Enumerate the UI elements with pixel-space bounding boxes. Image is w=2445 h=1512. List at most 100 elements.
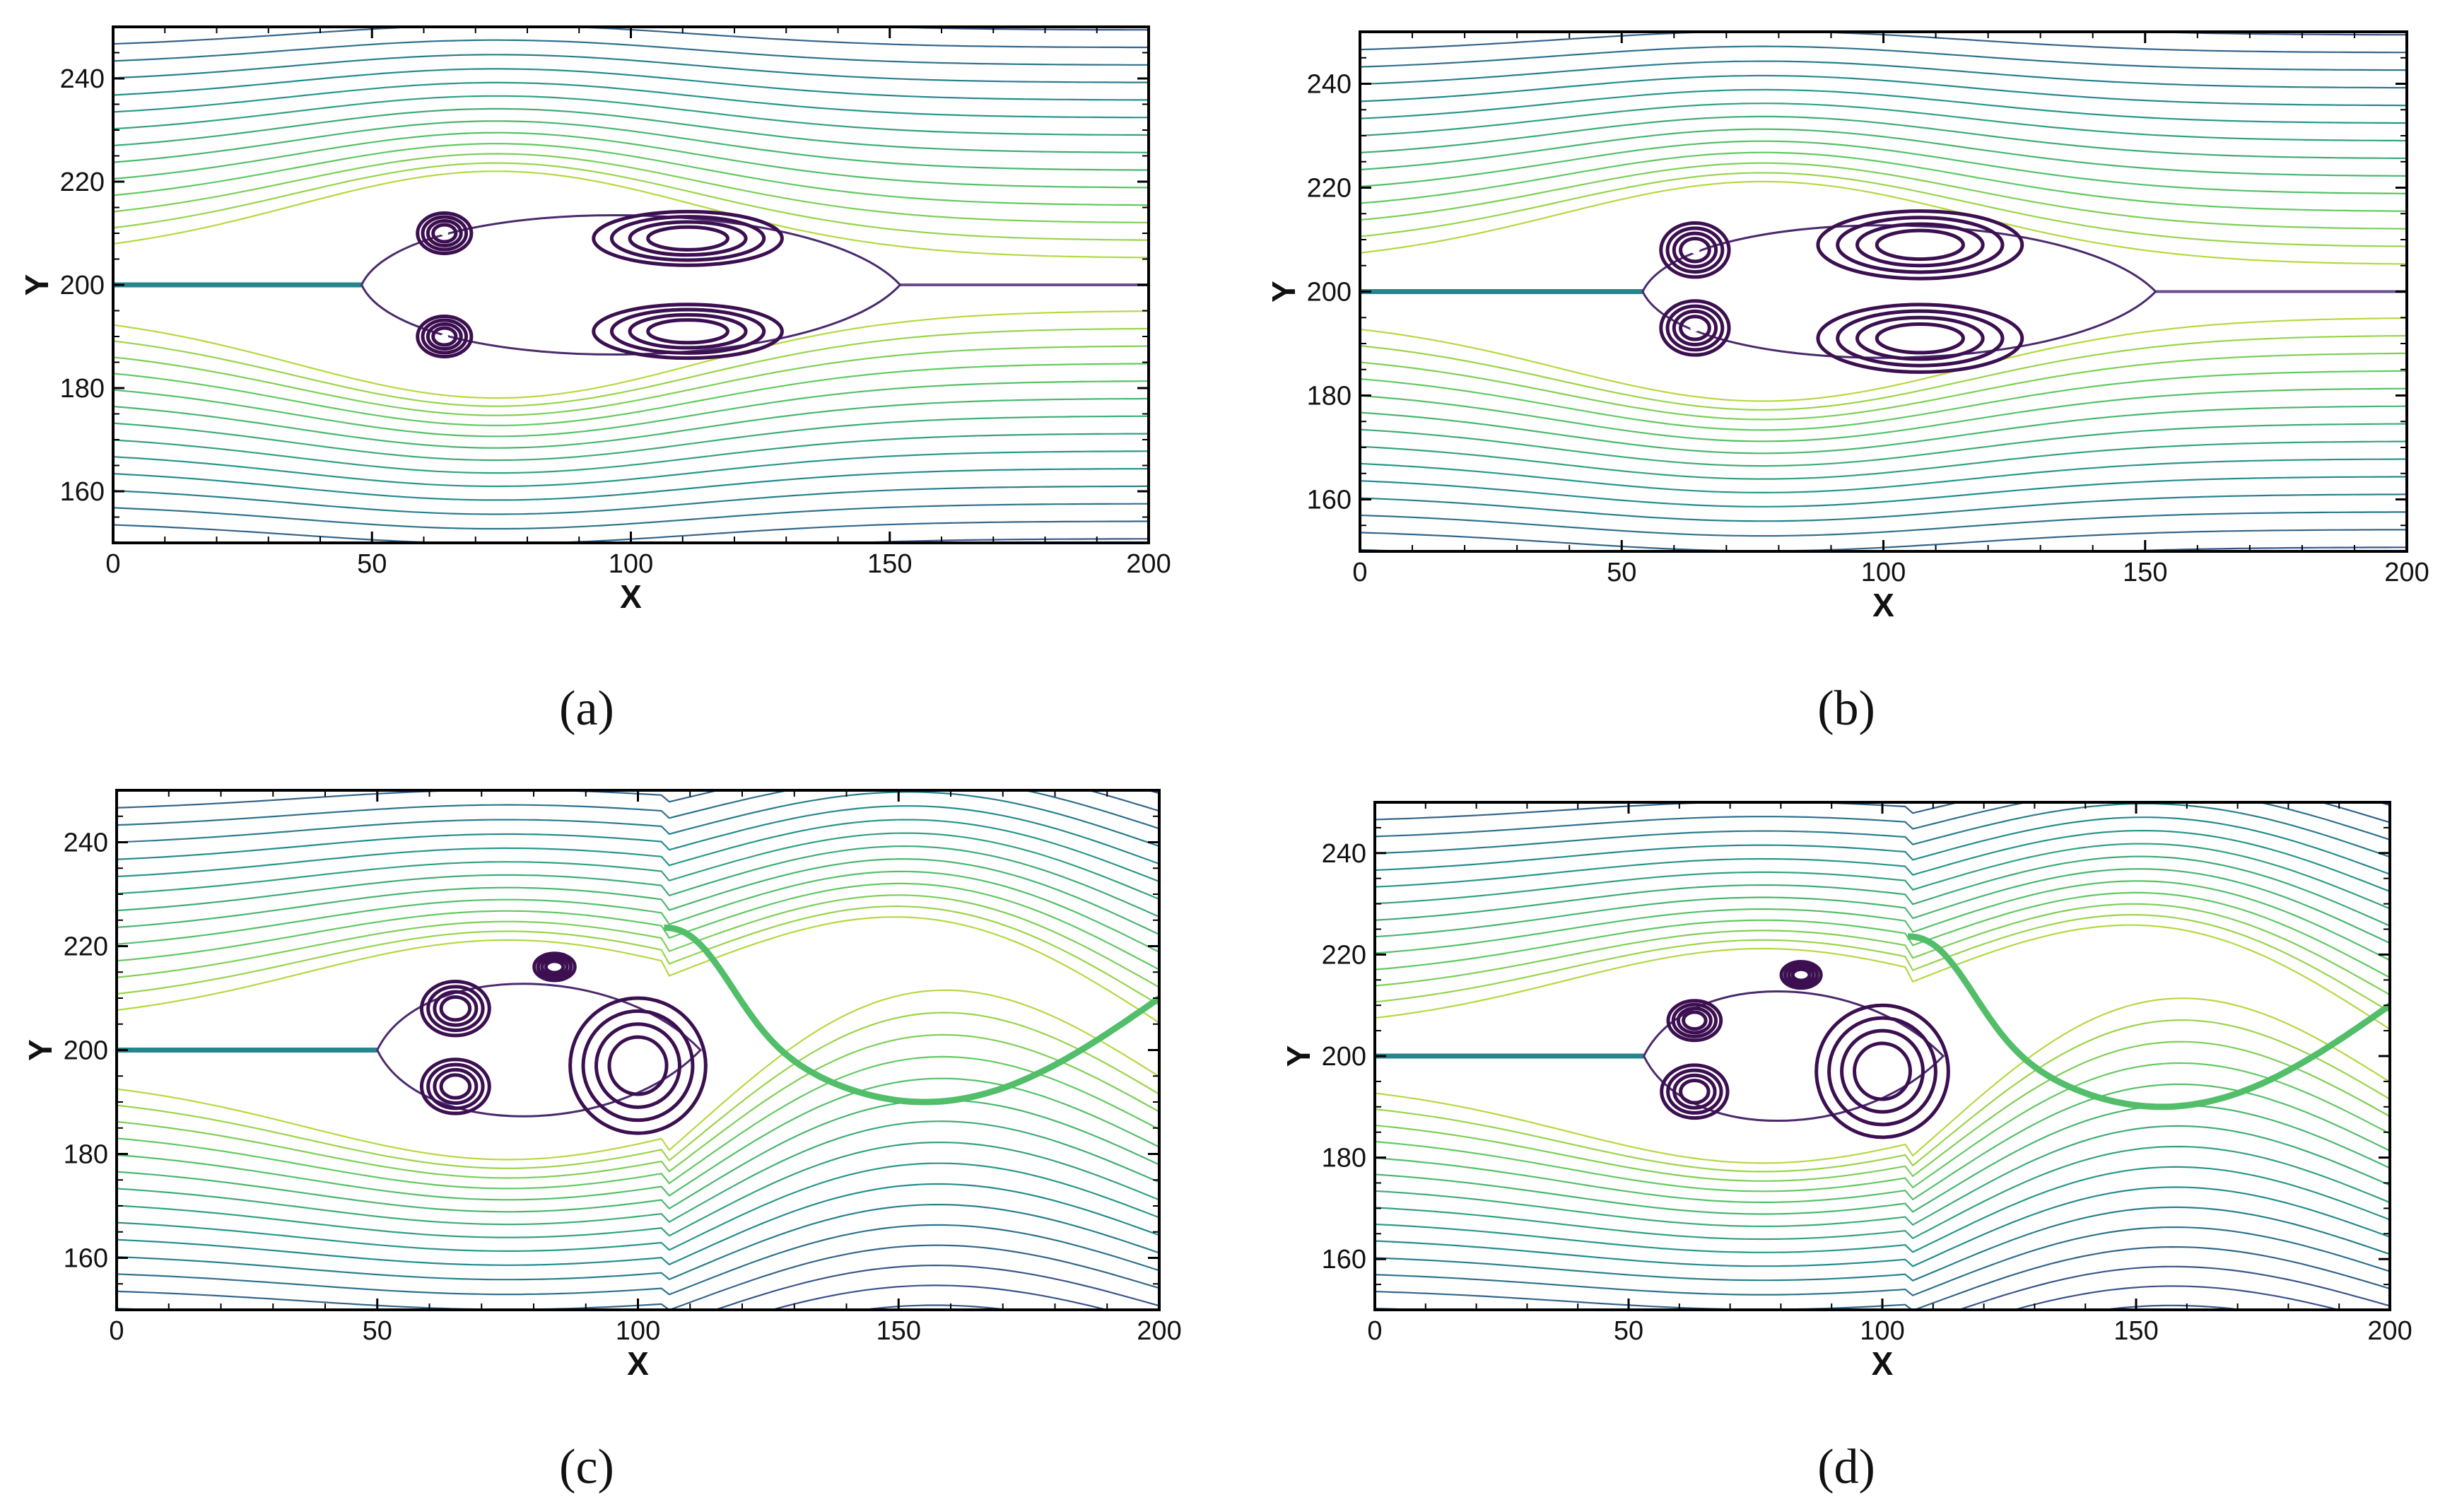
plot-area-d bbox=[1375, 802, 2390, 1310]
streamline bbox=[1375, 1104, 2390, 1215]
streamline bbox=[117, 1162, 1159, 1253]
x-tick-label: 150 bbox=[867, 549, 912, 579]
x-tick-label: 0 bbox=[109, 1316, 124, 1346]
shed-streamline bbox=[1907, 933, 2390, 1110]
y-axis-label: Y bbox=[1280, 1045, 1317, 1067]
streamline bbox=[857, 1304, 1014, 1310]
plot-area-a bbox=[113, 27, 1149, 543]
streamline bbox=[2011, 1285, 2343, 1310]
vortex bbox=[1659, 221, 1731, 279]
shed-streamline bbox=[664, 924, 1159, 1106]
y-tick-label: 180 bbox=[1322, 1144, 1366, 1173]
panel-caption: (d) bbox=[1817, 1440, 1875, 1494]
streamline bbox=[1360, 458, 2407, 494]
panel-caption: (b) bbox=[1817, 681, 1875, 736]
streamline bbox=[117, 1120, 1159, 1226]
streamline bbox=[113, 131, 1149, 189]
y-tick-label: 180 bbox=[64, 1140, 108, 1170]
streamline bbox=[117, 1033, 1159, 1179]
x-axis-label: X bbox=[1872, 587, 1894, 623]
x-axis-label: X bbox=[1872, 1345, 1894, 1382]
x-tick-label: 150 bbox=[876, 1316, 921, 1346]
y-tick-label: 240 bbox=[1307, 70, 1352, 100]
streamline bbox=[1360, 180, 2407, 265]
streamline bbox=[117, 1224, 1159, 1296]
wake-bubble bbox=[1641, 224, 2157, 359]
vortex bbox=[1816, 303, 2024, 374]
y-tick-label: 200 bbox=[60, 271, 105, 300]
panel-b: 0 50 100 150 200 160 180 200 220 240 X Y (b) bbox=[1265, 30, 2429, 736]
x-tick-label: 100 bbox=[609, 549, 653, 579]
x-axis-label: X bbox=[620, 578, 642, 615]
streamline bbox=[1375, 903, 2390, 996]
x-tick-label: 100 bbox=[1861, 558, 1906, 587]
streamline bbox=[1360, 45, 2407, 71]
streamline bbox=[113, 345, 1149, 416]
streamline bbox=[1375, 1206, 2390, 1282]
streamline bbox=[117, 791, 1159, 848]
streamline bbox=[117, 916, 1159, 1024]
streamline bbox=[1375, 1062, 2390, 1192]
streamline bbox=[1360, 151, 2407, 212]
streamline bbox=[117, 1141, 1159, 1238]
y-tick-label: 180 bbox=[60, 374, 105, 404]
x-tick-label: 50 bbox=[363, 1316, 392, 1346]
streamline bbox=[117, 805, 1159, 865]
streamline bbox=[117, 858, 1159, 936]
vortex bbox=[1814, 1003, 1950, 1139]
streamline bbox=[113, 485, 1149, 515]
x-tick-label: 100 bbox=[616, 1316, 660, 1346]
streamline bbox=[1375, 1265, 2390, 1310]
x-tick-label: 200 bbox=[1137, 1316, 1181, 1346]
streamline bbox=[113, 107, 1149, 153]
wake-bubble bbox=[360, 214, 902, 356]
streamline bbox=[1360, 88, 2407, 124]
streamline bbox=[1360, 162, 2407, 230]
streamline bbox=[1360, 423, 2407, 467]
y-tick-label: 220 bbox=[64, 932, 108, 962]
streamline bbox=[117, 1183, 1159, 1266]
streamline bbox=[1360, 387, 2407, 443]
plot-area-b bbox=[1360, 32, 2407, 551]
streamline bbox=[1360, 172, 2407, 247]
streamline bbox=[113, 120, 1149, 171]
streamline bbox=[113, 397, 1149, 449]
streamline bbox=[113, 503, 1149, 530]
streamline bbox=[1360, 546, 2407, 551]
y-tick-label: 200 bbox=[1307, 278, 1352, 307]
streamline bbox=[1375, 1166, 2390, 1253]
x-tick-label: 50 bbox=[1607, 558, 1636, 587]
streamline bbox=[113, 310, 1149, 399]
vortex bbox=[1816, 209, 2024, 281]
streamline bbox=[1360, 352, 2407, 421]
streamline bbox=[1360, 74, 2407, 107]
x-tick-label: 0 bbox=[1352, 558, 1367, 587]
streamline bbox=[117, 1098, 1159, 1213]
streamline bbox=[1360, 128, 2407, 177]
streamline bbox=[117, 1077, 1159, 1201]
vortex bbox=[568, 996, 708, 1135]
streamline bbox=[117, 819, 1159, 883]
streamline bbox=[117, 790, 1159, 830]
y-tick-label: 240 bbox=[1322, 839, 1366, 869]
vortex bbox=[416, 315, 474, 358]
streamline bbox=[1375, 1083, 2390, 1204]
streamline bbox=[113, 68, 1149, 101]
streamline bbox=[1375, 880, 2390, 961]
vortex bbox=[532, 951, 577, 983]
y-tick-label: 160 bbox=[1307, 486, 1352, 515]
streamline bbox=[117, 845, 1159, 918]
streamline bbox=[1360, 476, 2407, 508]
streamline bbox=[1375, 997, 2390, 1164]
streamline bbox=[1360, 102, 2407, 142]
streamline bbox=[1375, 1125, 2390, 1228]
y-tick-label: 160 bbox=[1322, 1245, 1366, 1274]
y-tick-label: 220 bbox=[1307, 174, 1352, 204]
streamline bbox=[1360, 60, 2407, 89]
y-tick-label: 160 bbox=[60, 477, 105, 507]
streamline bbox=[1360, 115, 2407, 160]
streamline bbox=[113, 538, 1149, 543]
vortex bbox=[1659, 299, 1731, 357]
y-tick-label: 200 bbox=[64, 1036, 108, 1066]
